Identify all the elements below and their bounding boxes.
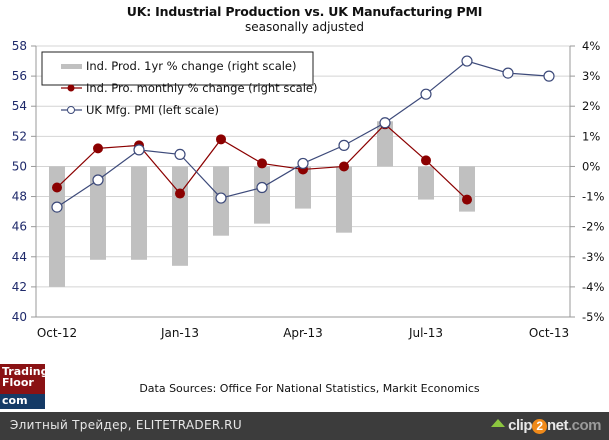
right-tick-label: 0% — [582, 159, 600, 173]
pmi-point — [379, 117, 391, 129]
logo-line-2: Floor — [2, 376, 34, 389]
bar-1yr-change — [295, 166, 311, 209]
pmi-point — [133, 144, 145, 156]
bar-1yr-change — [49, 166, 65, 287]
pmi-point — [51, 201, 63, 213]
right-tick-label: -3% — [582, 250, 604, 264]
right-tick-label: -1% — [582, 190, 604, 204]
gridlines — [36, 45, 570, 318]
monthly-change-point — [52, 182, 62, 193]
bar-series — [49, 121, 475, 287]
legend-monthly-marker — [67, 84, 75, 92]
legend-pmi-marker — [67, 106, 75, 114]
pmi-point — [420, 88, 432, 100]
pmi-point — [461, 55, 473, 67]
legend-box — [41, 51, 314, 86]
monthly-change-point — [175, 188, 185, 199]
bar-1yr-change — [418, 166, 434, 200]
left-tick-label: 42 — [12, 280, 27, 294]
left-tick-label: 54 — [12, 99, 27, 113]
bar-1yr-change — [254, 166, 270, 224]
left-tick-label: 40 — [12, 310, 27, 324]
x-tick-label: Oct-12 — [37, 326, 77, 340]
left-tick-label: 52 — [12, 129, 27, 143]
watermark-bar: Элитный Трейдер, ELITETRADER.RU clip 2 net… — [0, 412, 609, 440]
monthly-change-point — [93, 143, 103, 154]
right-tick-label: 4% — [582, 39, 600, 53]
pmi-point — [297, 157, 309, 170]
tradingfloor-logo: Trading Floor com — [0, 364, 49, 409]
bar-1yr-change — [377, 121, 393, 167]
left-tick-label: 58 — [12, 39, 27, 53]
left-tick-label: 46 — [12, 220, 27, 234]
brand-two: 2 — [531, 419, 547, 434]
brand-dotcom: .com — [567, 417, 602, 434]
clip2net-brand: clip 2 net.com — [491, 417, 602, 434]
right-tick-label: 2% — [582, 99, 600, 113]
right-tick-label: 3% — [582, 69, 600, 83]
chart: 40 42 44 46 48 50 52 54 56 58 -5% -4% -3% -2% -1% 0% 1% 2… — [12, 39, 605, 340]
logo-line-3: com — [0, 394, 45, 409]
line-series — [51, 55, 555, 213]
x-tick-label: Jul-13 — [408, 326, 443, 340]
x-tick-label: Apr-13 — [283, 326, 323, 340]
data-sources: Data Sources: Office For National Statis… — [139, 382, 480, 395]
right-tick-label: 1% — [582, 129, 600, 143]
legend-label-pmi: UK Mfg. PMI (left scale) — [86, 103, 219, 117]
left-tick-label: 50 — [12, 159, 27, 173]
right-tick-label: -2% — [582, 220, 604, 234]
brand-part: clip — [508, 417, 532, 434]
monthly-change-point — [216, 134, 226, 145]
pmi-point — [256, 181, 268, 194]
x-tick-label: Jan-13 — [160, 326, 199, 340]
pmi-point — [338, 139, 350, 151]
bar-1yr-change — [131, 166, 147, 260]
right-tick-label: -4% — [582, 280, 604, 294]
monthly-change-point — [339, 161, 349, 172]
chart-title: UK: Industrial Production vs. UK Manufac… — [126, 4, 483, 19]
upload-arrow-icon — [491, 419, 506, 428]
bar-1yr-change — [459, 166, 475, 212]
bar-1yr-change — [90, 166, 106, 260]
legend-label-monthly: Ind. Pro. monthly % change (right scale) — [86, 81, 317, 95]
bar-1yr-change — [336, 166, 352, 233]
pmi-point — [543, 70, 555, 82]
x-tick-label: Oct-13 — [529, 326, 569, 340]
brand-part: net — [546, 417, 569, 434]
pmi-point — [502, 67, 514, 79]
legend-bar-swatch — [61, 64, 82, 69]
chart-subtitle: seasonally adjusted — [245, 20, 364, 34]
logo-line-1: Trading — [2, 365, 49, 378]
monthly-change-point — [462, 194, 472, 205]
pmi-point — [174, 148, 186, 160]
legend: Ind. Prod. 1yr % change (right scale) In… — [41, 51, 317, 117]
axes: 40 42 44 46 48 50 52 54 56 58 -5% -4% -3% -2% -1% 0% 1% 2… — [12, 39, 605, 340]
monthly-change-point — [257, 158, 267, 169]
pmi-point — [92, 174, 104, 186]
pmi-point — [215, 192, 227, 204]
bar-1yr-change — [172, 166, 188, 266]
right-tick-label: -5% — [582, 310, 604, 324]
left-tick-label: 56 — [12, 69, 27, 83]
monthly-change-point — [421, 155, 431, 166]
watermark-text: Элитный Трейдер, ELITETRADER.RU — [10, 418, 242, 432]
left-tick-label: 44 — [12, 250, 27, 264]
left-tick-label: 48 — [12, 190, 27, 204]
legend-label-1yr: Ind. Prod. 1yr % change (right scale) — [86, 59, 297, 73]
